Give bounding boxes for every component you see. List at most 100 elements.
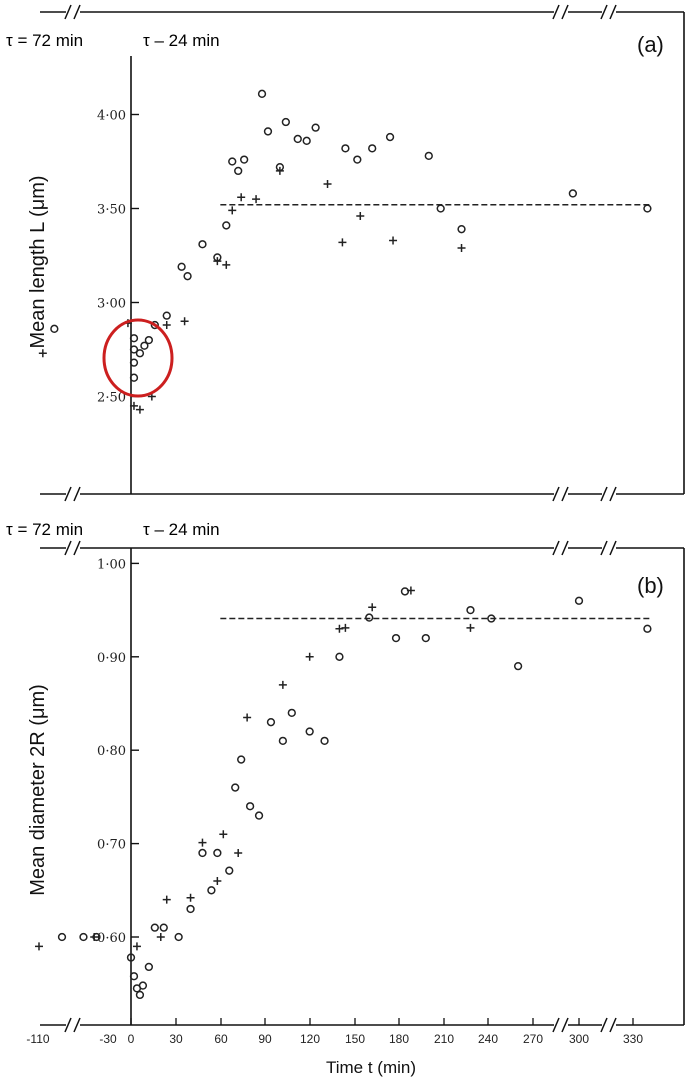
a-circle-point [368,144,377,153]
x-tick-label: -30 [99,1032,117,1046]
b-circle-point [365,613,374,622]
b-y-tick-label: 0·60 [97,931,126,946]
a-circle-point [385,132,395,142]
a-break-mark [609,486,617,502]
x-axis-title: Time t (min) [326,1058,416,1077]
b-break-mark [609,1017,617,1033]
panel-a-frame [40,4,685,502]
b-break-mark [64,1017,72,1033]
b-circle-point [138,981,148,990]
a-circle-point [183,272,192,281]
x-tick-label: 240 [478,1032,498,1046]
x-tick-label: 180 [389,1032,409,1046]
b-plus-point [243,713,252,722]
a-circle-point [293,134,302,144]
a-plus-point [457,243,466,252]
panel-a-points [38,89,652,414]
a-plus-point [213,257,222,266]
a-circle-point [222,221,231,230]
a-plus-point [389,236,398,245]
b-circle-point [305,727,314,736]
b-circle-point [186,904,195,914]
a-circle-point [129,334,139,343]
a-break-mark [600,4,608,20]
b-plus-point [186,893,195,902]
a-circle-point [50,324,59,333]
a-circle-point [228,157,237,166]
b-break-mark [64,540,72,556]
b-break-gap [554,1021,568,1029]
a-plus-point [237,193,246,202]
b-circle-point [144,962,154,972]
a-plus-point [323,180,332,189]
panel-b: τ = 72 min τ – 24 min (b) Mean diameter … [6,520,685,1077]
b-circle-point [466,605,475,615]
a-circle-point [129,373,139,382]
a-circle-point [234,166,243,176]
b-circle-point [198,848,207,858]
a-circle-point [436,204,445,213]
b-circle-point [79,932,88,942]
b-break-mark [552,1017,560,1033]
b-circle-point [207,886,216,895]
b-circle-point [391,633,401,643]
a-circle-point [643,204,652,213]
a-break-gap [602,8,616,16]
a-circle-point [424,151,433,161]
a-break-mark [609,4,617,20]
a-circle-point [568,189,578,198]
b-plus-point [219,830,228,839]
b-plus-point [335,624,344,633]
b-circle-point [421,633,430,643]
b-circle-point [266,718,276,727]
a-circle-point [311,123,320,132]
b-circle-point [126,953,136,962]
b-circle-point [129,972,139,981]
a-break-mark [64,4,72,20]
a-plus-point [180,317,189,326]
a-y-tick-label: 3·50 [97,203,126,218]
a-circle-point [177,262,186,271]
a-break-mark [600,486,608,502]
b-circle-point [254,811,264,820]
a-plus-point [222,260,231,269]
x-axis-ticks: -110 -30 0 30 60 90 120 150 180 210 240 270 300 330 [26,1018,643,1046]
a-plus-point [162,321,171,330]
a-plus-point [38,349,47,358]
x-tick-label: 210 [434,1032,454,1046]
a-circle-point [457,225,466,234]
b-circle-point [513,661,523,671]
b-plus-point [162,895,171,904]
b-break-mark [561,1017,569,1033]
a-circle-point [341,144,350,153]
b-plus-point [234,848,243,857]
b-plus-point [341,623,350,632]
x-tick-label: 0 [128,1032,135,1046]
a-circle-point [135,349,145,358]
a-break-gap [66,490,80,498]
panel-b-y-ticks: 0·60 0·70 0·80 0·90 1·00 [97,557,139,946]
a-break-mark [64,486,72,502]
a-circle-point [198,240,207,249]
b-circle-point [225,866,234,875]
panel-b-label: (b) [637,573,664,598]
b-circle-point [174,932,183,942]
panel-a-header-right: τ – 24 min [143,31,220,50]
b-break-gap [602,544,616,552]
b-y-tick-label: 0·90 [97,651,126,666]
panel-a: τ = 72 min τ – 24 min (a) Mean length L … [6,4,685,502]
a-circle-point [162,311,171,320]
a-plus-point [129,401,138,410]
a-circle-point [263,127,273,136]
a-break-mark [552,486,560,502]
a-plus-point [356,212,365,221]
a-circle-point [129,345,139,354]
b-circle-point [245,802,255,811]
x-tick-label: 90 [258,1032,272,1046]
a-circle-point [257,89,267,98]
b-break-mark [552,540,560,556]
x-tick-label: 270 [523,1032,543,1046]
b-circle-point [287,708,296,717]
panel-b-points [35,586,652,1000]
b-circle-point [400,587,410,596]
